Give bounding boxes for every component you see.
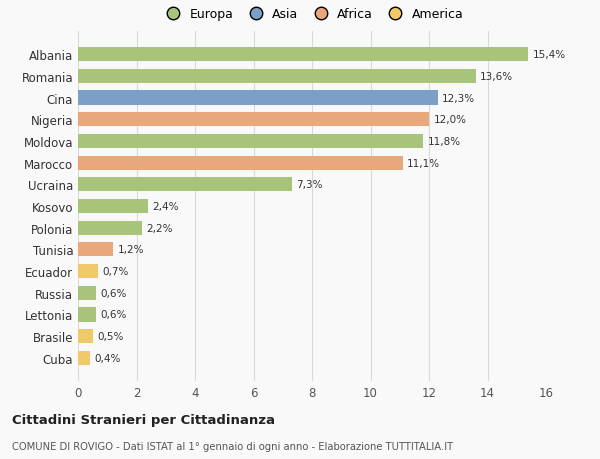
Bar bbox=[78, 91, 438, 106]
Text: 0,6%: 0,6% bbox=[100, 288, 127, 298]
Bar bbox=[78, 156, 403, 170]
Bar bbox=[78, 48, 529, 62]
Legend: Europa, Asia, Africa, America: Europa, Asia, Africa, America bbox=[155, 4, 469, 27]
Bar bbox=[78, 286, 95, 300]
Text: COMUNE DI ROVIGO - Dati ISTAT al 1° gennaio di ogni anno - Elaborazione TUTTITAL: COMUNE DI ROVIGO - Dati ISTAT al 1° genn… bbox=[12, 441, 453, 451]
Bar bbox=[78, 221, 142, 235]
Bar bbox=[78, 308, 95, 322]
Text: 12,3%: 12,3% bbox=[442, 93, 475, 103]
Bar bbox=[78, 134, 423, 149]
Text: 0,4%: 0,4% bbox=[94, 353, 121, 363]
Bar bbox=[78, 243, 113, 257]
Text: 7,3%: 7,3% bbox=[296, 180, 322, 190]
Text: Cittadini Stranieri per Cittadinanza: Cittadini Stranieri per Cittadinanza bbox=[12, 413, 275, 426]
Text: 2,2%: 2,2% bbox=[147, 223, 173, 233]
Text: 11,8%: 11,8% bbox=[428, 137, 461, 146]
Bar bbox=[78, 200, 148, 213]
Bar bbox=[78, 113, 429, 127]
Text: 0,6%: 0,6% bbox=[100, 310, 127, 320]
Text: 1,2%: 1,2% bbox=[118, 245, 144, 255]
Text: 0,7%: 0,7% bbox=[103, 267, 129, 276]
Text: 15,4%: 15,4% bbox=[533, 50, 566, 60]
Bar bbox=[78, 178, 292, 192]
Text: 12,0%: 12,0% bbox=[433, 115, 466, 125]
Bar bbox=[78, 70, 476, 84]
Bar bbox=[78, 264, 98, 279]
Text: 13,6%: 13,6% bbox=[480, 72, 514, 82]
Text: 11,1%: 11,1% bbox=[407, 158, 440, 168]
Bar bbox=[78, 351, 90, 365]
Bar bbox=[78, 330, 92, 343]
Text: 0,5%: 0,5% bbox=[97, 331, 124, 341]
Text: 2,4%: 2,4% bbox=[152, 202, 179, 212]
